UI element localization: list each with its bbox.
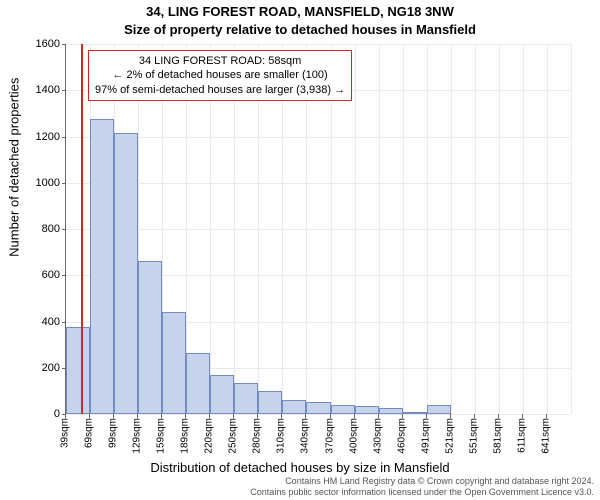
x-axis-label: Distribution of detached houses by size …: [0, 460, 600, 475]
property-marker-line: [81, 44, 83, 414]
y-tick-label: 600: [30, 269, 60, 281]
x-tick-label: 39sqm: [60, 418, 71, 448]
histogram-bar: [258, 391, 282, 414]
x-tick-label: 310sqm: [276, 418, 287, 454]
gridline-v: [499, 44, 500, 414]
x-tick-label: 280sqm: [252, 418, 263, 454]
info-line-2: ← 2% of detached houses are smaller (100…: [95, 68, 345, 82]
y-tick-label: 800: [30, 223, 60, 235]
x-tick-label: 521sqm: [444, 418, 455, 454]
x-tick-label: 430sqm: [372, 418, 383, 454]
info-line-3: 97% of semi-detached houses are larger (…: [95, 83, 345, 97]
x-tick-label: 220sqm: [204, 418, 215, 454]
gridline-h: [66, 44, 571, 45]
footer-line-2: Contains public sector information licen…: [250, 487, 594, 498]
y-tick-label: 200: [30, 362, 60, 374]
chart-subtitle: Size of property relative to detached ho…: [0, 22, 600, 37]
x-tick-label: 159sqm: [156, 418, 167, 454]
info-line-1: 34 LING FOREST ROAD: 58sqm: [95, 54, 345, 68]
gridline-v: [355, 44, 356, 414]
y-axis-label: Number of detached properties: [7, 78, 22, 257]
footer-attribution: Contains HM Land Registry data © Crown c…: [250, 476, 594, 498]
x-tick-label: 400sqm: [348, 418, 359, 454]
x-tick-label: 491sqm: [420, 418, 431, 454]
plot-area: 34 LING FOREST ROAD: 58sqm ← 2% of detac…: [65, 44, 571, 415]
x-tick-label: 611sqm: [516, 418, 527, 453]
histogram-bar: [114, 133, 138, 414]
y-tick-label: 1600: [30, 38, 60, 50]
x-tick-label: 129sqm: [132, 418, 143, 454]
gridline-v: [475, 44, 476, 414]
gridline-h: [66, 229, 571, 230]
gridline-v: [427, 44, 428, 414]
histogram-bar: [427, 405, 451, 414]
page-title: 34, LING FOREST ROAD, MANSFIELD, NG18 3N…: [0, 4, 600, 19]
y-tick-label: 1000: [30, 177, 60, 189]
marker-info-box: 34 LING FOREST ROAD: 58sqm ← 2% of detac…: [88, 50, 352, 101]
y-tick-label: 0: [30, 408, 60, 420]
gridline-v: [571, 44, 572, 414]
y-tick-label: 400: [30, 316, 60, 328]
y-tick-label: 1400: [30, 84, 60, 96]
y-tick-label: 1200: [30, 131, 60, 143]
histogram-bar: [138, 261, 162, 414]
x-tick-label: 189sqm: [180, 418, 191, 454]
gridline-h: [66, 137, 571, 138]
histogram-bar: [282, 400, 306, 414]
histogram-bar: [403, 412, 427, 414]
gridline-v: [451, 44, 452, 414]
x-tick-label: 340sqm: [300, 418, 311, 454]
gridline-v: [547, 44, 548, 414]
x-tick-label: 460sqm: [396, 418, 407, 454]
x-tick-label: 370sqm: [324, 418, 335, 454]
x-tick-label: 69sqm: [84, 418, 95, 448]
histogram-bar: [331, 405, 355, 414]
chart-container: 34, LING FOREST ROAD, MANSFIELD, NG18 3N…: [0, 0, 600, 500]
gridline-h: [66, 414, 571, 415]
x-tick-label: 581sqm: [492, 418, 503, 454]
x-tick-label: 250sqm: [228, 418, 239, 454]
histogram-bar: [379, 408, 403, 414]
histogram-bar: [355, 406, 379, 414]
histogram-bar: [90, 119, 114, 414]
histogram-bar: [306, 402, 330, 414]
gridline-v: [379, 44, 380, 414]
gridline-v: [403, 44, 404, 414]
x-tick-label: 641sqm: [540, 418, 551, 454]
x-tick-label: 99sqm: [108, 418, 119, 448]
gridline-h: [66, 183, 571, 184]
histogram-bar: [234, 383, 258, 414]
histogram-bar: [66, 327, 90, 414]
histogram-bar: [162, 312, 186, 414]
x-tick-label: 551sqm: [468, 418, 479, 454]
footer-line-1: Contains HM Land Registry data © Crown c…: [250, 476, 594, 487]
gridline-v: [523, 44, 524, 414]
histogram-bar: [210, 375, 234, 414]
histogram-bar: [186, 353, 210, 414]
